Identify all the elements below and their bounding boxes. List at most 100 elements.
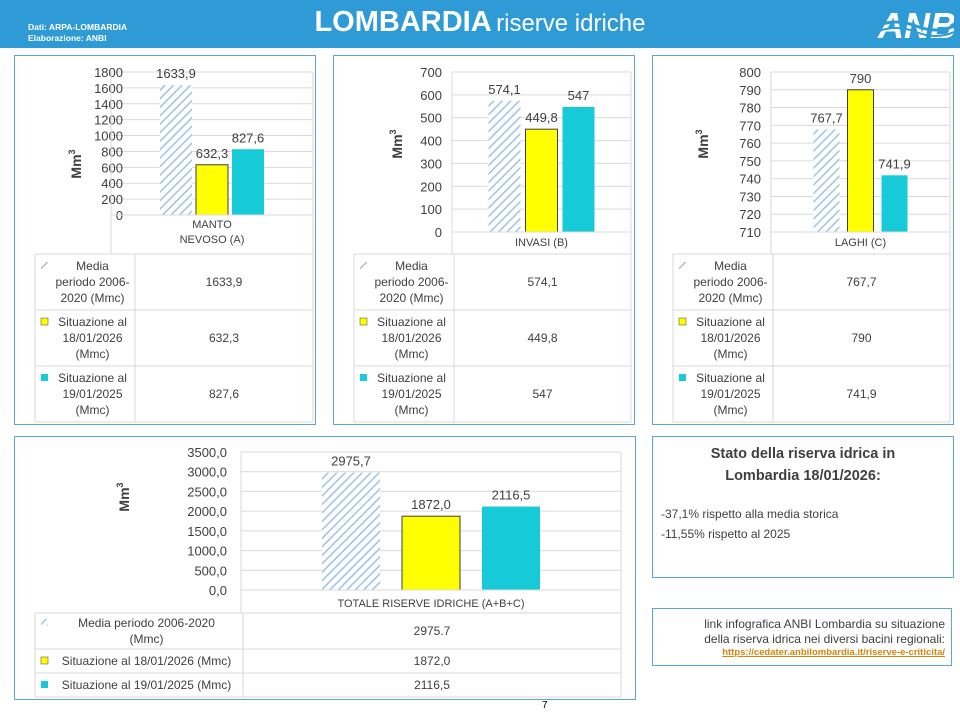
y-tick-label: 740 <box>739 172 761 187</box>
legend-label: 19/01/2025 <box>62 387 122 401</box>
legend-label: (Mmc) <box>714 347 748 361</box>
stato-vs-2025: -11,55% rispetto al 2025 <box>661 527 791 541</box>
legend-label: periodo 2006- <box>55 275 129 289</box>
y-tick-label: 500,0 <box>194 563 227 578</box>
legend-label: 2020 (Mmc) <box>698 291 762 305</box>
data-label: 632,3 <box>196 146 229 161</box>
legend-label: Media <box>76 259 109 273</box>
y-tick-label: 200 <box>420 179 442 194</box>
link-box: link infografica ANBI Lombardia su situa… <box>652 608 952 666</box>
credit-label: Elaborazione: ANBI <box>28 33 107 43</box>
chart-panel-totale: 3500,0 3000,0 2500,0 2000,0 1500,0 1000,0 500,… <box>14 436 636 700</box>
legend-label: Situazione al 19/01/2025 (Mmc) <box>62 678 231 692</box>
legend-label: Media <box>395 259 428 273</box>
category-label: NEVOSO (A) <box>180 234 245 246</box>
legend-label: Situazione al <box>377 371 446 385</box>
legend-key <box>679 374 686 381</box>
data-label: 767,7 <box>810 110 843 125</box>
y-tick-label: 1200 <box>94 113 123 128</box>
y-axis-label: Mm3 <box>67 149 84 178</box>
table-value: 449,8 <box>527 331 557 345</box>
legend-label: Situazione al <box>58 315 127 329</box>
legend-key <box>360 262 367 269</box>
bar-situazione-2026 <box>847 89 874 233</box>
y-axis-label: Mm3 <box>694 129 711 158</box>
y-tick-label: 710 <box>739 225 761 240</box>
legend-label: Situazione al <box>58 371 127 385</box>
y-tick-label: 3500,0 <box>187 445 227 460</box>
legend-key <box>41 374 48 381</box>
category-label: TOTALE RISERVE IDRICHE (A+B+C) <box>337 598 524 610</box>
stato-title-line1: Stato della riserva idrica in <box>710 446 896 462</box>
legend-label: (Mmc) <box>395 403 429 417</box>
legend-label: (Mmc) <box>76 347 110 361</box>
y-axis-label: Mm3 <box>115 482 132 511</box>
data-label: 449,8 <box>525 110 558 125</box>
infographic-link[interactable]: https://cedater.anbilombardia.it/riserve… <box>722 647 945 658</box>
legend-label: (Mmc) <box>76 403 110 417</box>
stato-vs-media: -37,1% rispetto alla media storica <box>661 507 839 521</box>
chart-laghi: 800 790 780 770 760 750 740 730 720 710 Mm3 767,7 79… <box>672 65 951 423</box>
legend-label: Situazione al <box>696 315 765 329</box>
legend-key <box>360 374 367 381</box>
table-value: 790 <box>851 331 871 345</box>
y-tick-label: 500 <box>420 111 442 126</box>
category-label: MANTO <box>192 219 232 231</box>
y-tick-label: 400 <box>420 134 442 149</box>
y-tick-label: 0,0 <box>209 583 227 598</box>
bar-situazione-2025 <box>232 149 264 215</box>
legend-key <box>41 619 48 626</box>
y-tick-label: 0 <box>435 225 442 240</box>
chart-panel-invasi: 700 600 500 400 300 200 100 0 Mm3 574,1 449,8 547 IN… <box>333 55 635 425</box>
bar-media <box>813 129 840 232</box>
legend-key <box>40 656 49 665</box>
y-tick-label: 400 <box>101 176 123 191</box>
bar-media <box>160 85 192 215</box>
link-description: link infografica ANBI Lombardia su situa… <box>655 617 945 647</box>
y-tick-label: 770 <box>739 118 761 133</box>
bar-situazione-2025 <box>881 175 908 232</box>
y-tick-label: 780 <box>739 101 761 116</box>
legend-key <box>678 317 687 326</box>
y-tick-label: 2500,0 <box>187 484 227 499</box>
y-tick-label: 720 <box>739 207 761 222</box>
legend-label: 18/01/2026 <box>62 331 122 345</box>
y-tick-label: 600 <box>101 160 123 175</box>
y-tick-label: 300 <box>420 156 442 171</box>
page-title: LOMBARDIA riserve idriche <box>0 6 960 39</box>
y-tick-label: 800 <box>101 144 123 159</box>
y-tick-label: 3000,0 <box>187 465 227 480</box>
bar-situazione-2025 <box>562 106 595 232</box>
chart-panel-manto-nevoso: 180016001400120010008006004002000Mm31633… <box>14 55 316 425</box>
chart-invasi: 700 600 500 400 300 200 100 0 Mm3 574,1 449,8 547 IN… <box>353 65 632 423</box>
y-tick-label: 600 <box>420 88 442 103</box>
bar-situazione-2025 <box>482 506 540 590</box>
y-tick-label: 730 <box>739 189 761 204</box>
data-label: 1872,0 <box>411 497 451 512</box>
anbi-logo: ANBI <box>875 4 960 46</box>
bar-media <box>322 472 380 590</box>
data-label: 547 <box>568 88 590 103</box>
table-value: 574,1 <box>527 275 557 289</box>
data-label: 790 <box>850 71 872 86</box>
chart-panel-laghi: 800 790 780 770 760 750 740 730 720 710 Mm3 767,7 79… <box>652 55 954 425</box>
table-value: 827,6 <box>209 387 239 401</box>
legend-label: (Mmc) <box>130 632 164 646</box>
page-number: 7 <box>542 700 548 711</box>
chart-totale: 3500,0 3000,0 2500,0 2000,0 1500,0 1000,0 500,… <box>34 445 622 698</box>
y-tick-label: 790 <box>739 83 761 98</box>
page-title-bold: LOMBARDIA <box>314 6 492 38</box>
y-tick-label: 750 <box>739 154 761 169</box>
y-tick-label: 100 <box>420 202 442 217</box>
legend-label: (Mmc) <box>395 347 429 361</box>
data-label: 827,6 <box>232 130 265 145</box>
data-label: 2975,7 <box>331 454 371 469</box>
stato-title-line2: Lombardia 18/01/2026: <box>725 468 881 484</box>
source-label: Dati: ARPA-LOMBARDIA <box>28 22 128 32</box>
y-tick-label: 700 <box>420 65 442 80</box>
link-description-line1: link infografica ANBI Lombardia su situa… <box>704 617 945 631</box>
header-bar: Dati: ARPA-LOMBARDIA Elaborazione: ANBI … <box>0 0 960 48</box>
legend-key <box>40 317 49 326</box>
legend-label: periodo 2006- <box>374 275 448 289</box>
chart-manto-nevoso: 180016001400120010008006004002000Mm31633… <box>34 65 314 423</box>
